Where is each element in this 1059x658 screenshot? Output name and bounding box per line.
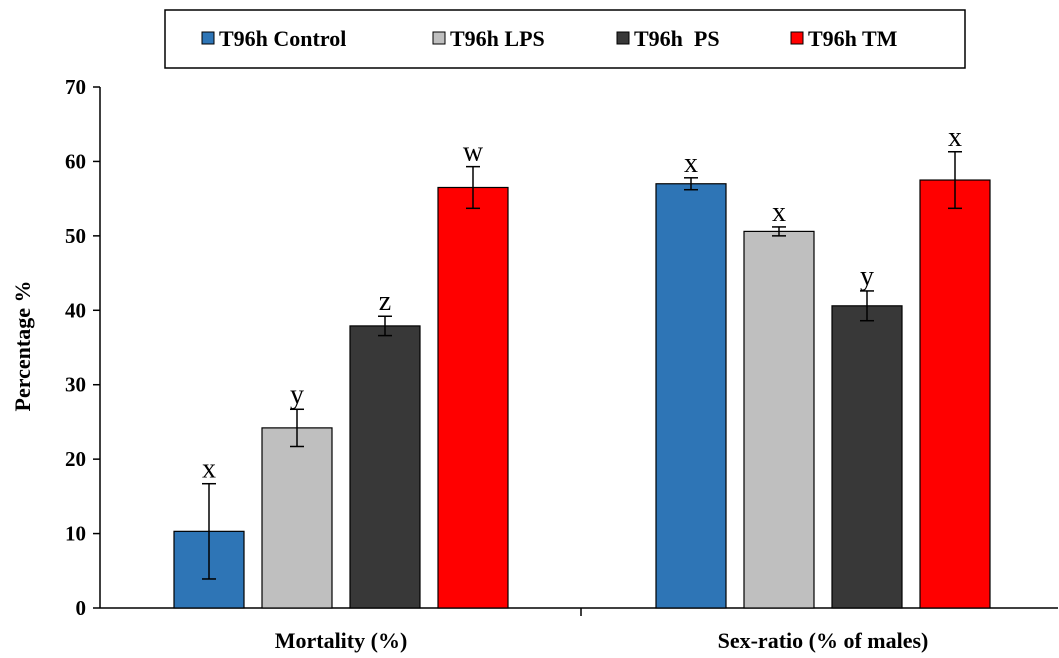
legend: T96h Control T96h LPS T96h PS T96h TM xyxy=(164,9,966,69)
legend-swatch xyxy=(201,31,215,45)
significance-letter: x xyxy=(202,454,216,485)
y-axis-title: Percentage % xyxy=(10,281,35,412)
significance-letter: x xyxy=(772,197,786,228)
significance-letter: x xyxy=(684,148,698,179)
bar xyxy=(655,183,727,609)
significance-letter: y xyxy=(860,261,874,292)
y-tick-label: 50 xyxy=(65,224,86,248)
bar xyxy=(437,186,509,609)
y-tick-label: 0 xyxy=(76,596,87,620)
bar xyxy=(349,325,421,609)
bar xyxy=(743,230,815,609)
legend-label: T96h Control xyxy=(219,26,346,51)
significance-letter: x xyxy=(948,122,962,153)
y-tick-label: 70 xyxy=(65,75,86,99)
bar xyxy=(919,179,991,609)
x-category-label: Sex-ratio (% of males) xyxy=(718,628,929,653)
y-tick-label: 30 xyxy=(65,373,86,397)
legend-label: T96h TM xyxy=(808,26,898,51)
bar xyxy=(831,305,903,609)
x-category-label: Mortality (%) xyxy=(275,628,408,653)
y-tick-label: 20 xyxy=(65,447,86,471)
legend-label: T96h PS xyxy=(634,26,720,51)
bar xyxy=(261,427,333,609)
y-tick-label: 10 xyxy=(65,522,86,546)
legend-swatch xyxy=(432,31,446,45)
legend-label: T96h LPS xyxy=(450,26,545,51)
significance-letter: w xyxy=(463,137,484,168)
y-tick-label: 40 xyxy=(65,298,86,322)
y-tick-label: 60 xyxy=(65,149,86,173)
legend-swatch xyxy=(616,31,630,45)
significance-letter: y xyxy=(290,379,304,410)
legend-swatch xyxy=(790,31,804,45)
significance-letter: z xyxy=(379,286,391,317)
legend-box xyxy=(164,9,966,69)
